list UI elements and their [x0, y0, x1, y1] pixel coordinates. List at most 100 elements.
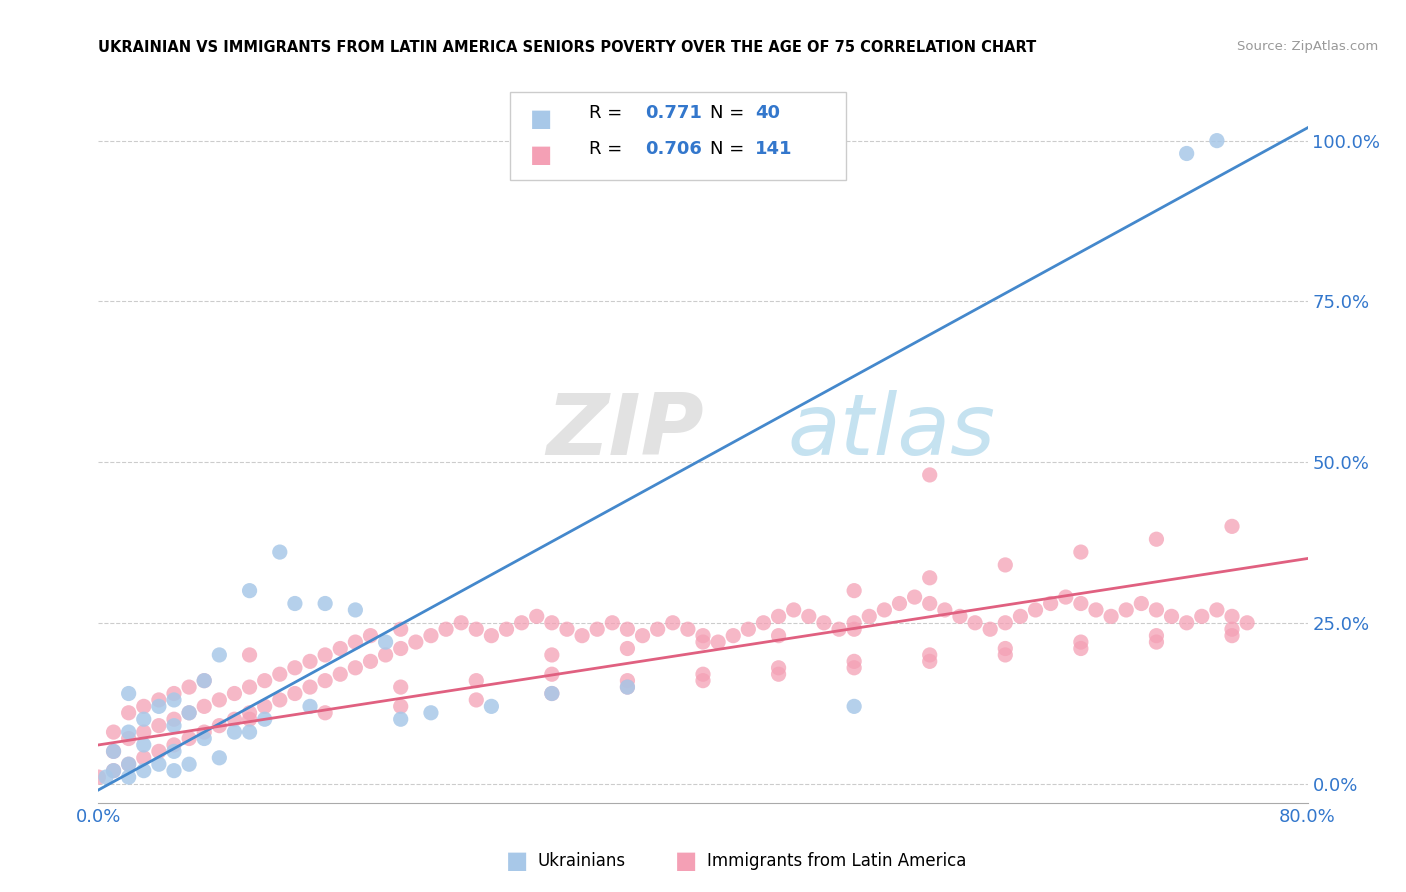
- Point: [224, 686, 246, 700]
- Text: Immigrants from Latin America: Immigrants from Latin America: [707, 852, 966, 870]
- Text: R =: R =: [589, 140, 628, 158]
- Point: [450, 615, 472, 630]
- Point: [1085, 603, 1108, 617]
- Point: [918, 597, 941, 611]
- Point: [965, 615, 987, 630]
- Point: [1010, 609, 1032, 624]
- Point: [1070, 545, 1092, 559]
- Point: [1115, 603, 1137, 617]
- Point: [692, 629, 714, 643]
- Point: [828, 622, 851, 636]
- Text: atlas: atlas: [787, 390, 995, 474]
- Point: [844, 583, 866, 598]
- Point: [118, 706, 141, 720]
- Point: [737, 622, 759, 636]
- Point: [118, 757, 141, 772]
- Point: [602, 615, 624, 630]
- Point: [1220, 609, 1243, 624]
- Point: [662, 615, 685, 630]
- Point: [844, 699, 866, 714]
- Point: [723, 629, 745, 643]
- Text: ■: ■: [506, 849, 529, 872]
- Point: [179, 680, 201, 694]
- Point: [949, 609, 972, 624]
- Point: [314, 673, 336, 688]
- Point: [269, 693, 291, 707]
- Point: [103, 725, 125, 739]
- Point: [118, 731, 141, 746]
- Point: [918, 467, 941, 482]
- Text: 40: 40: [755, 104, 780, 122]
- Point: [163, 712, 186, 726]
- Point: [647, 622, 669, 636]
- Point: [389, 699, 412, 714]
- Point: [148, 693, 170, 707]
- Point: [239, 583, 262, 598]
- Point: [389, 680, 412, 694]
- Text: N =: N =: [710, 104, 749, 122]
- Point: [1220, 629, 1243, 643]
- Point: [163, 738, 186, 752]
- Point: [208, 719, 231, 733]
- Point: [1206, 603, 1229, 617]
- Point: [465, 622, 488, 636]
- Point: [389, 641, 412, 656]
- Point: [692, 673, 714, 688]
- Point: [329, 641, 352, 656]
- Point: [692, 635, 714, 649]
- Point: [103, 764, 125, 778]
- Point: [889, 597, 911, 611]
- Point: [707, 635, 730, 649]
- Point: [540, 615, 562, 630]
- Point: [132, 725, 155, 739]
- Point: [1175, 615, 1198, 630]
- Point: [420, 706, 443, 720]
- Point: [224, 712, 246, 726]
- Point: [1220, 519, 1243, 533]
- Point: [918, 654, 941, 668]
- Point: [239, 725, 262, 739]
- Point: [163, 764, 186, 778]
- Point: [389, 712, 412, 726]
- Point: [239, 706, 262, 720]
- Point: [344, 661, 367, 675]
- Point: [314, 597, 336, 611]
- Point: [163, 686, 186, 700]
- Point: [193, 699, 215, 714]
- Point: [132, 699, 155, 714]
- Point: [495, 622, 517, 636]
- Text: Ukrainians: Ukrainians: [537, 852, 626, 870]
- Point: [284, 661, 307, 675]
- Point: [299, 680, 322, 694]
- Point: [193, 673, 215, 688]
- Point: [148, 719, 170, 733]
- Point: [1191, 609, 1213, 624]
- Point: [148, 744, 170, 758]
- Point: [132, 764, 155, 778]
- Point: [844, 622, 866, 636]
- Point: [768, 629, 790, 643]
- Point: [481, 629, 503, 643]
- Point: [1070, 635, 1092, 649]
- Point: [329, 667, 352, 681]
- Point: [179, 706, 201, 720]
- Point: [1220, 622, 1243, 636]
- Point: [253, 673, 276, 688]
- Text: N =: N =: [710, 140, 749, 158]
- Point: [132, 712, 155, 726]
- Point: [540, 648, 562, 662]
- Text: ■: ■: [530, 143, 553, 167]
- Point: [1070, 641, 1092, 656]
- Point: [360, 654, 382, 668]
- Text: UKRAINIAN VS IMMIGRANTS FROM LATIN AMERICA SENIORS POVERTY OVER THE AGE OF 75 CO: UKRAINIAN VS IMMIGRANTS FROM LATIN AMERI…: [98, 40, 1036, 55]
- Text: 141: 141: [755, 140, 793, 158]
- Point: [571, 629, 593, 643]
- Point: [555, 622, 578, 636]
- Point: [118, 686, 141, 700]
- Point: [813, 615, 835, 630]
- Point: [1236, 615, 1258, 630]
- Text: R =: R =: [589, 104, 628, 122]
- Point: [676, 622, 699, 636]
- Point: [405, 635, 427, 649]
- Point: [783, 603, 806, 617]
